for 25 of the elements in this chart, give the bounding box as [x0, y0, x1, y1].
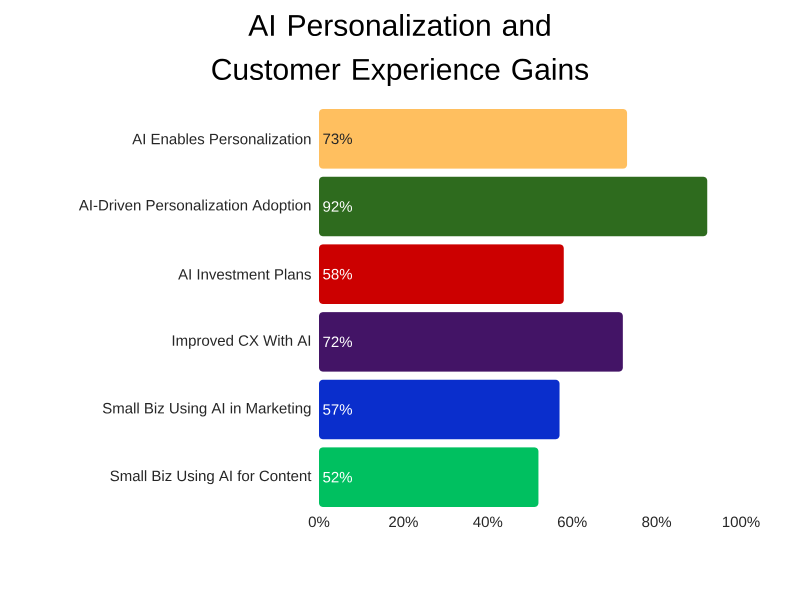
bar: [319, 380, 560, 440]
data-label: 58%: [323, 268, 352, 280]
chart-title: AI Personalization and Customer Experience Gains: [212, 14, 588, 86]
data-label: 57%: [323, 404, 352, 415]
x-tick-label: 40%: [473, 516, 502, 528]
x-tick-label: 0%: [308, 516, 330, 528]
x-tick-label: 60%: [558, 516, 587, 528]
bar: [319, 447, 538, 507]
data-label: 73%: [323, 134, 352, 144]
bar: [319, 176, 708, 236]
data-label: 92%: [323, 201, 352, 212]
y-tick-label: Small Biz Using AI in Marketing: [102, 402, 310, 416]
x-tick-label: 80%: [642, 516, 672, 528]
y-tick-label: AI Investment Plans: [178, 268, 311, 280]
bar: [319, 244, 564, 304]
bar: [319, 312, 623, 372]
y-tick-label: Improved CX With AI: [172, 334, 310, 349]
y-tick-label: AI Enables Personalization: [132, 133, 310, 144]
y-tick-label: Small Biz Using AI for Content: [110, 470, 312, 484]
x-tick-label: 100%: [722, 516, 760, 528]
y-tick-label: AI-Driven Personalization Adoption: [78, 200, 310, 214]
bar: [319, 109, 628, 169]
data-label: 72%: [323, 336, 352, 348]
data-label: 52%: [323, 472, 352, 482]
x-tick-label: 20%: [389, 516, 418, 528]
